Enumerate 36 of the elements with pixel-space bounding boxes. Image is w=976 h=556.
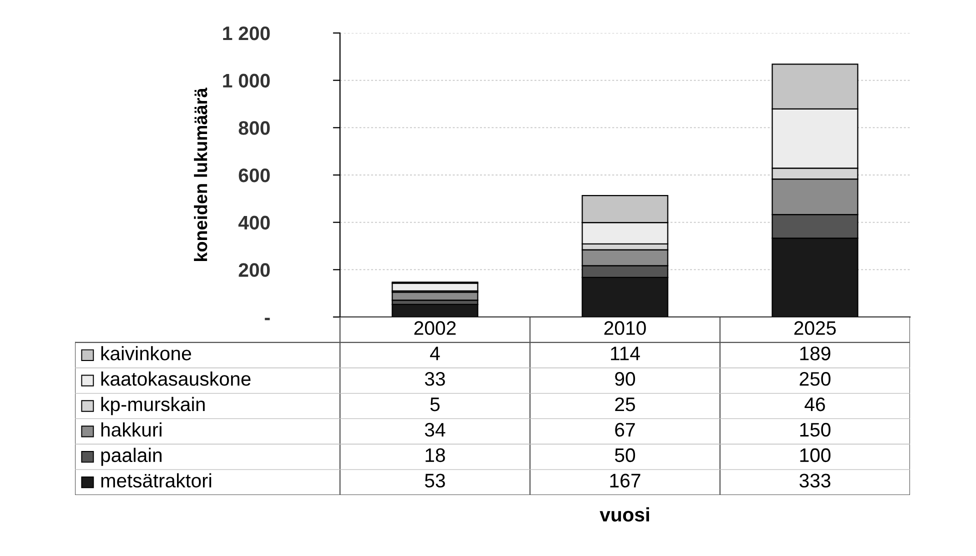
legend-label: hakkuri [101, 422, 162, 437]
legend-label: kaivinkone [101, 346, 192, 360]
data-label: 5 [430, 398, 440, 412]
data-label: 46 [804, 397, 825, 412]
y-tick-label: 200 [238, 263, 270, 277]
y-tick-label: 600 [238, 168, 270, 182]
data-label: 150 [800, 422, 830, 437]
legend-label: kp-murskain [101, 396, 205, 416]
x-tick-label: 2002 [414, 321, 456, 335]
x-tick-label: 2010 [604, 321, 646, 335]
data-label: 250 [800, 372, 830, 386]
legend-label: metsätraktori [101, 473, 212, 488]
data-label: 53 [424, 474, 445, 488]
data-label: 167 [610, 474, 640, 488]
data-label: 333 [800, 474, 830, 488]
y-tick-label: 400 [238, 216, 270, 230]
legend-label: kaatokasauskone [101, 372, 251, 386]
text: vuosi [600, 507, 650, 522]
data-label: 25 [615, 397, 635, 412]
data-label: 18 [426, 448, 445, 462]
data-label: 50 [614, 448, 636, 462]
data-label: 90 [615, 372, 636, 386]
data-label: 67 [615, 422, 635, 437]
data-label: 189 [800, 346, 830, 360]
y-tick-label: 1 200 [223, 26, 270, 40]
data-label: 114 [610, 346, 640, 360]
y-tick-label: - [264, 318, 270, 320]
data-label: 33 [424, 372, 445, 386]
y-tick-label: 800 [238, 121, 270, 135]
data-label: 4 [430, 346, 440, 360]
x-tick-label: 2025 [794, 321, 836, 335]
y-tick-label: 1 000 [223, 74, 270, 88]
y-axis-title: koneiden lukumäärä [194, 88, 208, 262]
data-label: 34 [424, 422, 446, 437]
legend-label: paalain [101, 448, 162, 466]
data-label: 100 [800, 448, 830, 462]
